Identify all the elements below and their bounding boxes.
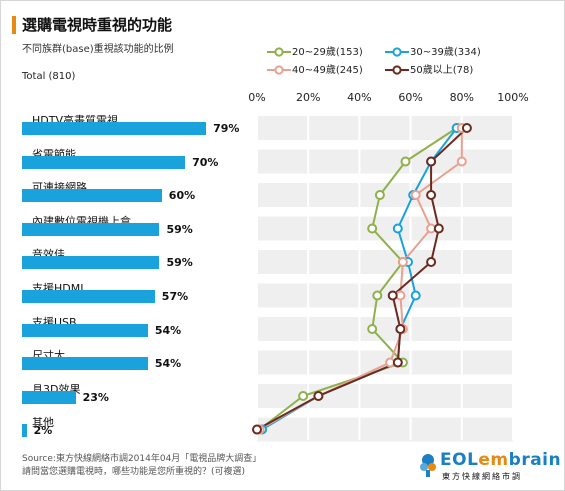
x-tick-label: 20% xyxy=(296,91,320,104)
series-line xyxy=(259,128,463,431)
logo-subtitle: 東方快線網絡市調 xyxy=(442,472,522,481)
row-band xyxy=(257,283,513,308)
series-point xyxy=(313,391,324,401)
series-point xyxy=(367,324,378,334)
series-point xyxy=(298,391,309,401)
series-point xyxy=(397,257,408,267)
series-point xyxy=(456,156,467,167)
logo-word-eol: EOL xyxy=(440,450,479,470)
total-value-label: 2% xyxy=(33,424,53,438)
series-point xyxy=(461,123,472,133)
total-value-label: 79% xyxy=(213,122,240,135)
x-tick-label: 60% xyxy=(398,91,422,104)
row-band xyxy=(257,350,513,375)
series-point xyxy=(426,257,437,267)
legend-label: 30~39歲(334) xyxy=(410,47,481,58)
total-value-label: 59% xyxy=(166,222,193,236)
total-value-label: 57% xyxy=(161,290,189,303)
x-tick-label: 100% xyxy=(497,91,528,104)
legend-item: 40~49歲(245) xyxy=(266,61,363,76)
total-value-label: 54% xyxy=(154,323,182,337)
series-point xyxy=(395,324,406,334)
total-value-label: 59% xyxy=(166,256,193,270)
series-point xyxy=(400,156,411,167)
row-band xyxy=(257,384,513,408)
x-tick-label: 0% xyxy=(248,91,265,104)
row-band xyxy=(257,149,513,174)
logo-word-em: em xyxy=(478,450,509,470)
series-point xyxy=(410,190,421,200)
total-bar xyxy=(22,424,27,438)
series-point xyxy=(426,156,437,167)
source-note: Source:東方快線網絡市調2014年04月「電視品牌大調查」 xyxy=(22,454,262,464)
legend-swatch xyxy=(385,47,409,57)
logo-word-brain: brain xyxy=(508,450,562,470)
series-point xyxy=(372,290,383,301)
total-value-label: 23% xyxy=(82,390,109,404)
series-point xyxy=(410,290,421,301)
total-bar xyxy=(22,256,160,270)
total-value-label: 54% xyxy=(154,357,182,371)
legend-item: 20~29歲(153) xyxy=(266,43,363,58)
title-accent-bar xyxy=(12,16,16,34)
total-bar xyxy=(22,390,76,404)
legend-label: 40~49歲(245) xyxy=(292,65,363,76)
series-point xyxy=(252,424,262,435)
row-band xyxy=(257,116,513,140)
total-bar xyxy=(22,290,155,303)
series-point xyxy=(374,190,385,200)
row-band xyxy=(257,216,513,241)
series-line xyxy=(256,127,468,431)
logo-wordmark: EOLembrain xyxy=(440,450,561,470)
series-point xyxy=(433,223,444,234)
total-bar xyxy=(22,122,207,135)
legend-swatch xyxy=(267,65,291,75)
x-tick-label: 40% xyxy=(347,91,371,104)
series-point xyxy=(367,223,378,234)
brain-icon xyxy=(420,454,436,477)
category-label: 其他 xyxy=(32,416,54,430)
total-value-label: 70% xyxy=(192,155,219,169)
total-bar xyxy=(22,189,162,203)
legend-swatch xyxy=(267,47,291,57)
total-bar xyxy=(22,155,186,169)
total-bar xyxy=(22,357,148,371)
legend-label: 50歲以上(78) xyxy=(410,65,474,76)
row-band xyxy=(257,183,513,207)
total-bar xyxy=(22,323,148,337)
legend-item: 30~39歲(334) xyxy=(384,43,481,58)
question-note: 請問當您選購電視時，哪些功能是您所重視的？(可複選) xyxy=(22,467,246,477)
legend-label: 20~29歲(153) xyxy=(292,47,363,58)
series-point xyxy=(392,357,403,368)
row-band xyxy=(257,417,513,442)
legend-swatch xyxy=(385,65,409,75)
total-base-label: Total (810) xyxy=(22,71,76,82)
chart-title: 選購電視時重視的功能 xyxy=(22,16,173,34)
total-value-label: 60% xyxy=(168,189,196,203)
series-point xyxy=(387,290,398,301)
row-band xyxy=(257,250,513,274)
legend-item: 50歲以上(78) xyxy=(384,61,473,76)
x-tick-label: 80% xyxy=(450,91,474,104)
row-band xyxy=(257,317,513,341)
series-point xyxy=(426,190,437,200)
series-point xyxy=(392,223,403,234)
chart-subtitle: 不同族群(base)重視該功能的比例 xyxy=(22,44,174,55)
total-bar xyxy=(22,222,160,236)
